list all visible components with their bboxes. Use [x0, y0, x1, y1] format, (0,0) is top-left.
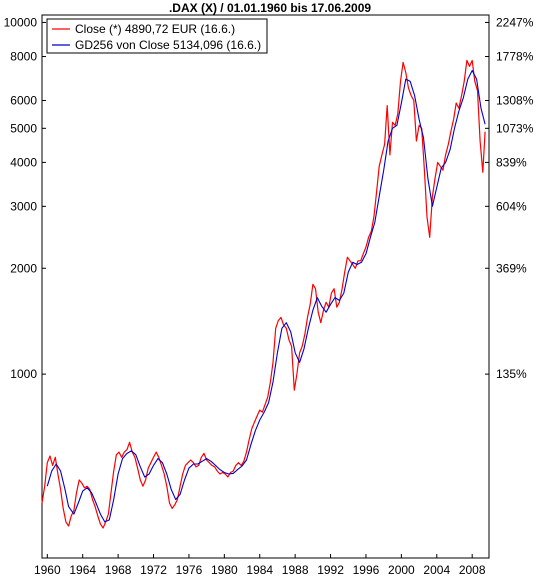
y-left-tick-label: 4000: [10, 155, 37, 169]
series-layer: [41, 59, 486, 529]
y-right-tick-label: 135%: [496, 367, 527, 381]
series-line-gd256: [46, 69, 486, 523]
x-tick-label: 2008: [459, 563, 486, 577]
x-tick-label: 1996: [353, 563, 380, 577]
y-right-tick-label: 1778%: [496, 50, 534, 64]
legend-box: [46, 18, 268, 54]
legend: Close (*) 4890,72 EUR (16.6.) GD256 von …: [46, 18, 268, 54]
y-left-tick-label: 5000: [10, 121, 37, 135]
plot-frame: [41, 14, 490, 559]
chart-title: .DAX (X) / 01.01.1960 bis 17.06.2009: [168, 1, 372, 15]
y-left-tick-label: 2000: [10, 261, 37, 275]
y-right-tick-label: 1308%: [496, 93, 534, 107]
y-left-tick-label: 3000: [10, 199, 37, 213]
x-tick-label: 1992: [317, 563, 344, 577]
x-tick-label: 1984: [246, 563, 273, 577]
y-right-tick-label: 604%: [496, 199, 527, 213]
x-tick-label: 2000: [388, 563, 415, 577]
y-right-tick-label: 369%: [496, 261, 527, 275]
x-tick-label: 1964: [69, 563, 96, 577]
x-tick-label: 1980: [211, 563, 238, 577]
x-tick-label: 1960: [34, 563, 61, 577]
y-left-tick-label: 10000: [4, 15, 38, 29]
y-left-tick-label: 1000: [10, 367, 37, 381]
y-right-tick-label: 2247%: [496, 15, 534, 29]
y-left-tick-label: 6000: [10, 93, 37, 107]
y-right-tick-label: 839%: [496, 155, 527, 169]
legend-label-close: Close (*) 4890,72 EUR (16.6.): [75, 22, 235, 36]
x-tick-label: 1976: [176, 563, 203, 577]
x-tick-label: 1972: [140, 563, 167, 577]
y-right-tick-label: 1073%: [496, 121, 534, 135]
x-tick-label: 2004: [423, 563, 450, 577]
x-tick-label: 1968: [105, 563, 132, 577]
y-left-tick-label: 8000: [10, 50, 37, 64]
series-line-close: [41, 59, 486, 529]
axes-group: 1000 2000 3000 4000 5000 6000 8000 10000 135% 369…: [4, 15, 534, 577]
x-tick-label: 1988: [282, 563, 309, 577]
legend-label-gd256: GD256 von Close 5134,096 (16.6.): [75, 38, 261, 52]
